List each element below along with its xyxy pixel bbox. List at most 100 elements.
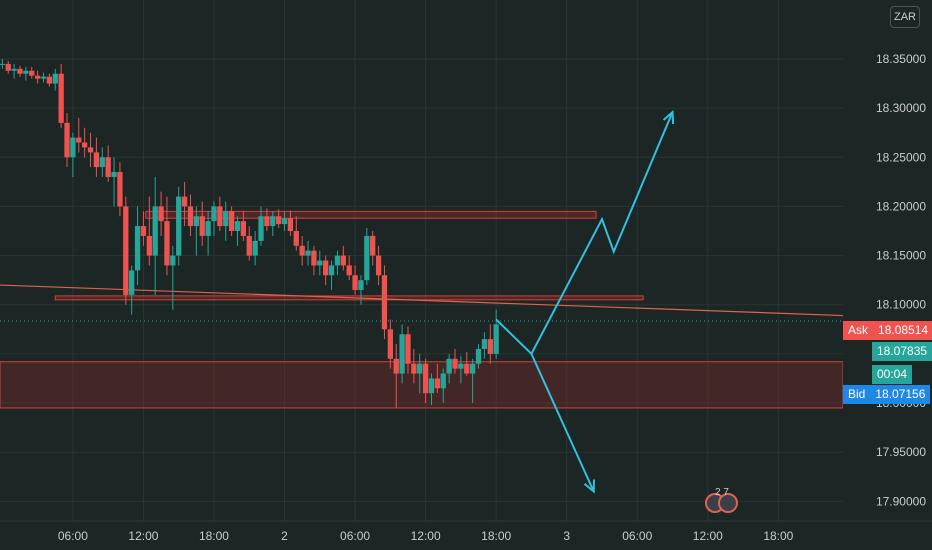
x-tick-label: 12:00 [411, 529, 441, 543]
x-tick-label: 06:00 [622, 529, 652, 543]
candle-body-3 [17, 68, 23, 74]
candle-body-18 [105, 157, 111, 177]
candle-body-65 [381, 275, 388, 330]
zone-rect-0 [145, 210, 597, 219]
candle-body-26 [152, 206, 158, 256]
candle-body-38 [223, 211, 229, 227]
y-tick-label: 18.35000 [876, 52, 926, 66]
candle-body-52 [305, 250, 311, 256]
candle-body-5 [29, 70, 35, 76]
x-tick-label: 18:00 [763, 529, 793, 543]
candle-body-56 [328, 265, 335, 276]
trend-lines [0, 284, 844, 322]
bid-price-tag: Bid 18.07156 [843, 385, 931, 404]
avatar-icon[interactable]: 2 7 [704, 486, 740, 516]
candle-body-2 [11, 68, 17, 71]
candle-body-59 [346, 265, 352, 276]
y-tick-label: 18.30000 [876, 101, 926, 115]
candle-body-73 [428, 378, 435, 394]
candle-body-8 [46, 76, 53, 84]
candle-body-13 [76, 137, 82, 143]
bid-value: 18.07156 [875, 387, 926, 401]
candlesticks [0, 58, 499, 408]
candle-body-15 [87, 147, 94, 153]
x-tick-label: 18:00 [481, 529, 511, 543]
last-value: 18.07835 [877, 344, 928, 358]
candle-body-81 [475, 348, 482, 364]
candle-body-30 [176, 196, 182, 256]
candle-body-78 [458, 363, 464, 369]
candle-body-53 [311, 250, 317, 266]
candle-body-80 [469, 363, 476, 374]
y-tick-label: 17.90000 [876, 494, 926, 508]
candle-body-76 [446, 358, 452, 374]
countdown-tag: 00:04 [872, 365, 913, 384]
candle-body-35 [205, 221, 211, 236]
price-axis-bg [843, 0, 932, 550]
candle-body-84 [493, 324, 499, 354]
y-tick-label: 18.20000 [876, 199, 926, 213]
candle-body-75 [440, 373, 446, 389]
candle-body-47 [276, 216, 282, 225]
projection-up-path [495, 111, 674, 356]
candle-body-9 [52, 73, 58, 84]
candle-body-55 [323, 260, 329, 276]
currency-badge[interactable]: ZAR [890, 6, 920, 28]
bid-label: Bid [848, 387, 866, 401]
candle-body-57 [334, 255, 341, 266]
candle-body-40 [234, 221, 241, 232]
y-tick-label: 18.15000 [876, 249, 926, 263]
x-tick-label: 12:00 [693, 529, 723, 543]
candle-body-16 [93, 152, 100, 168]
candle-body-22 [129, 270, 135, 295]
candle-body-41 [240, 221, 247, 236]
candle-body-48 [281, 218, 288, 225]
candle-body-45 [264, 216, 270, 227]
candle-body-31 [181, 196, 188, 207]
candle-body-37 [217, 206, 223, 227]
candle-body-25 [146, 235, 152, 256]
trendline [0, 284, 844, 317]
x-tick-label: 2 [281, 529, 288, 543]
candle-body-49 [287, 218, 294, 232]
candle-body-24 [140, 226, 147, 236]
candle-body-70 [411, 363, 417, 374]
candle-body-1 [5, 63, 11, 71]
candle-body-11 [64, 122, 70, 158]
avatar-count: 2 7 [715, 487, 729, 498]
candle-body-23 [134, 226, 141, 271]
chart-grid [0, 0, 843, 521]
candle-body-20 [117, 172, 123, 207]
candle-body-82 [481, 339, 488, 349]
candle-body-39 [228, 211, 235, 232]
candle-body-64 [375, 255, 382, 276]
candle-body-10 [58, 73, 64, 123]
candle-body-58 [340, 255, 346, 266]
candle-body-28 [164, 221, 170, 266]
candle-body-63 [370, 235, 376, 256]
candle-body-14 [82, 142, 88, 148]
candle-body-29 [170, 255, 176, 266]
candle-body-6 [34, 75, 41, 79]
candle-body-33 [193, 216, 199, 227]
candle-body-44 [258, 216, 264, 241]
candle-body-54 [317, 260, 323, 266]
projection-drawings [495, 109, 675, 494]
candle-body-51 [299, 245, 305, 256]
candle-body-67 [393, 358, 399, 374]
x-tick-label: 06:00 [58, 529, 88, 543]
y-tick-label: 17.95000 [876, 445, 926, 459]
candle-body-17 [99, 157, 105, 168]
candle-body-79 [464, 363, 470, 374]
candle-body-46 [270, 216, 276, 227]
candle-body-61 [358, 280, 364, 290]
candle-body-36 [211, 206, 217, 222]
projection-up-arrowhead [662, 109, 675, 125]
candle-body-50 [293, 231, 299, 246]
countdown-value: 00:04 [877, 367, 908, 381]
x-tick-label: 06:00 [340, 529, 370, 543]
candle-body-77 [452, 358, 458, 369]
ask-label: Ask [848, 323, 869, 337]
